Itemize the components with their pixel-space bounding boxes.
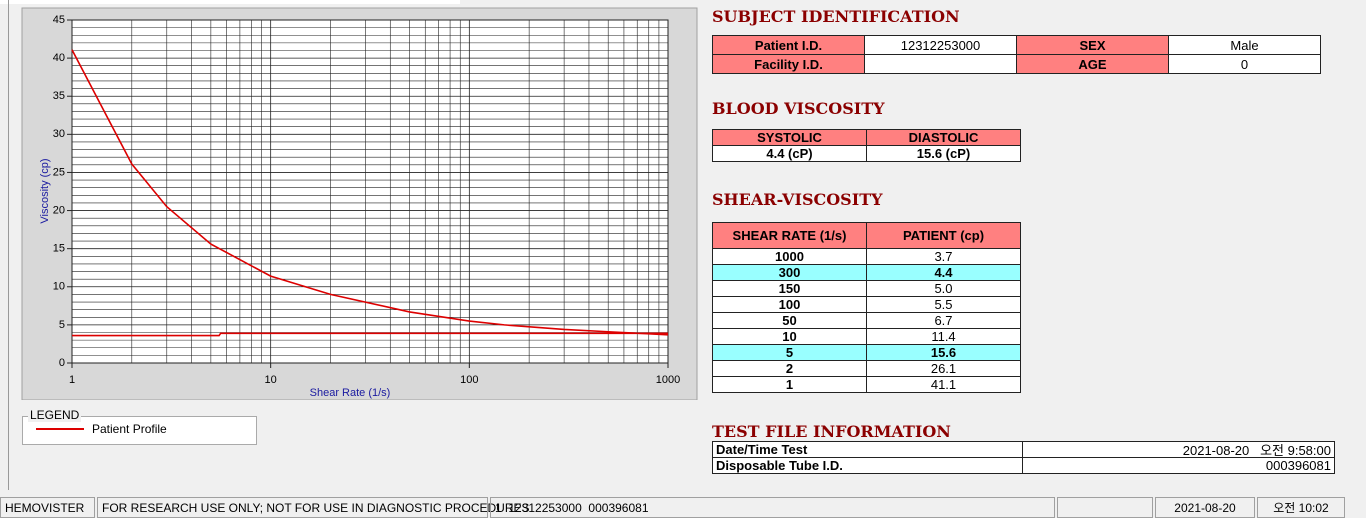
section-title: BLOOD VISCOSITY (712, 99, 885, 118)
table-cell (864, 54, 1017, 74)
y-tick-label: 20 (53, 204, 65, 216)
table-cell: 2 (712, 360, 867, 377)
table-cell: 1000 (712, 248, 867, 265)
table-cell: 50 (712, 312, 867, 329)
table-cell: Date/Time Test (712, 441, 1023, 458)
series-line (72, 332, 668, 337)
status-cell: HEMOVISTER (0, 497, 95, 518)
status-cell: 오전 10:02 (1257, 497, 1345, 518)
table-cell: 0 (1168, 54, 1321, 74)
table-cell: 41.1 (866, 376, 1021, 393)
section-title: SHEAR-VISCOSITY (712, 190, 883, 209)
y-tick-label: 15 (53, 243, 65, 255)
table-cell: 5.0 (866, 280, 1021, 297)
table-cell: 5 (712, 344, 867, 361)
status-cell: 2021-08-20 (1155, 497, 1255, 518)
table-cell: 2021-08-20 오전 9:58:00 (1022, 441, 1335, 458)
table-cell: SYSTOLIC (712, 129, 867, 146)
table-cell: 6.7 (866, 312, 1021, 329)
plot-border (71, 19, 669, 364)
status-cell: 1 12312253000 000396081 (490, 497, 1055, 518)
y-tick-label: 30 (53, 128, 65, 140)
legend: Patient Profile (36, 422, 167, 436)
y-tick-label: 25 (53, 166, 65, 178)
status-cell: FOR RESEARCH USE ONLY; NOT FOR USE IN DI… (97, 497, 530, 518)
y-tick-label: 35 (53, 90, 65, 102)
table-cell: DIASTOLIC (866, 129, 1021, 146)
table-cell: 4.4 (cP) (712, 145, 867, 162)
table-cell: Patient I.D. (712, 35, 865, 55)
table-cell: Male (1168, 35, 1321, 55)
table-cell: 26.1 (866, 360, 1021, 377)
section-title: SUBJECT IDENTIFICATION (712, 7, 960, 26)
table-cell: 150 (712, 280, 867, 297)
y-axis-label: Viscosity (cp) (39, 158, 51, 223)
chart: Shear Rate (1/s) Viscosity (cp) 0 5 10 15 20… (21, 7, 698, 400)
table-cell: 100 (712, 296, 867, 313)
y-tick-label: 5 (59, 319, 65, 331)
x-axis-label: Shear Rate (1/s) (310, 387, 391, 399)
legend-title: LEGEND (28, 408, 82, 422)
table-cell: PATIENT (cp) (866, 222, 1021, 249)
plot-area (72, 20, 668, 363)
table-cell: 12312253000 (864, 35, 1017, 55)
table-cell: SHEAR RATE (1/s) (712, 222, 867, 249)
section-title: TEST FILE INFORMATION (712, 422, 951, 441)
x-tick-label: 100 (460, 374, 478, 386)
table-cell: 5.5 (866, 296, 1021, 313)
table-cell: Facility I.D. (712, 54, 865, 74)
left-border (8, 0, 9, 490)
top-strip (0, 0, 460, 4)
y-tick-label: 10 (53, 281, 65, 293)
table-cell: 000396081 (1022, 457, 1335, 474)
y-tick-label: 0 (59, 357, 65, 369)
x-tick-label: 1 (69, 374, 75, 386)
table-cell: 15.6 (866, 344, 1021, 361)
table-cell: 300 (712, 264, 867, 281)
table-cell: Disposable Tube I.D. (712, 457, 1023, 474)
table-cell: 3.7 (866, 248, 1021, 265)
x-tick-label: 1000 (656, 374, 680, 386)
legend-entry: Patient Profile (36, 422, 167, 436)
series-line (71, 49, 669, 336)
table-cell: 4.4 (866, 264, 1021, 281)
table-cell: SEX (1016, 35, 1169, 55)
status-cell (1057, 497, 1153, 518)
y-tick-label: 40 (53, 52, 65, 64)
table-cell: 11.4 (866, 328, 1021, 345)
legend-swatch (36, 428, 84, 430)
table-cell: AGE (1016, 54, 1169, 74)
legend-label: Patient Profile (92, 422, 167, 436)
table-cell: 15.6 (cP) (866, 145, 1021, 162)
table-cell: 1 (712, 376, 867, 393)
x-tick-label: 10 (265, 374, 277, 386)
table-cell: 10 (712, 328, 867, 345)
y-tick-label: 45 (53, 14, 65, 26)
